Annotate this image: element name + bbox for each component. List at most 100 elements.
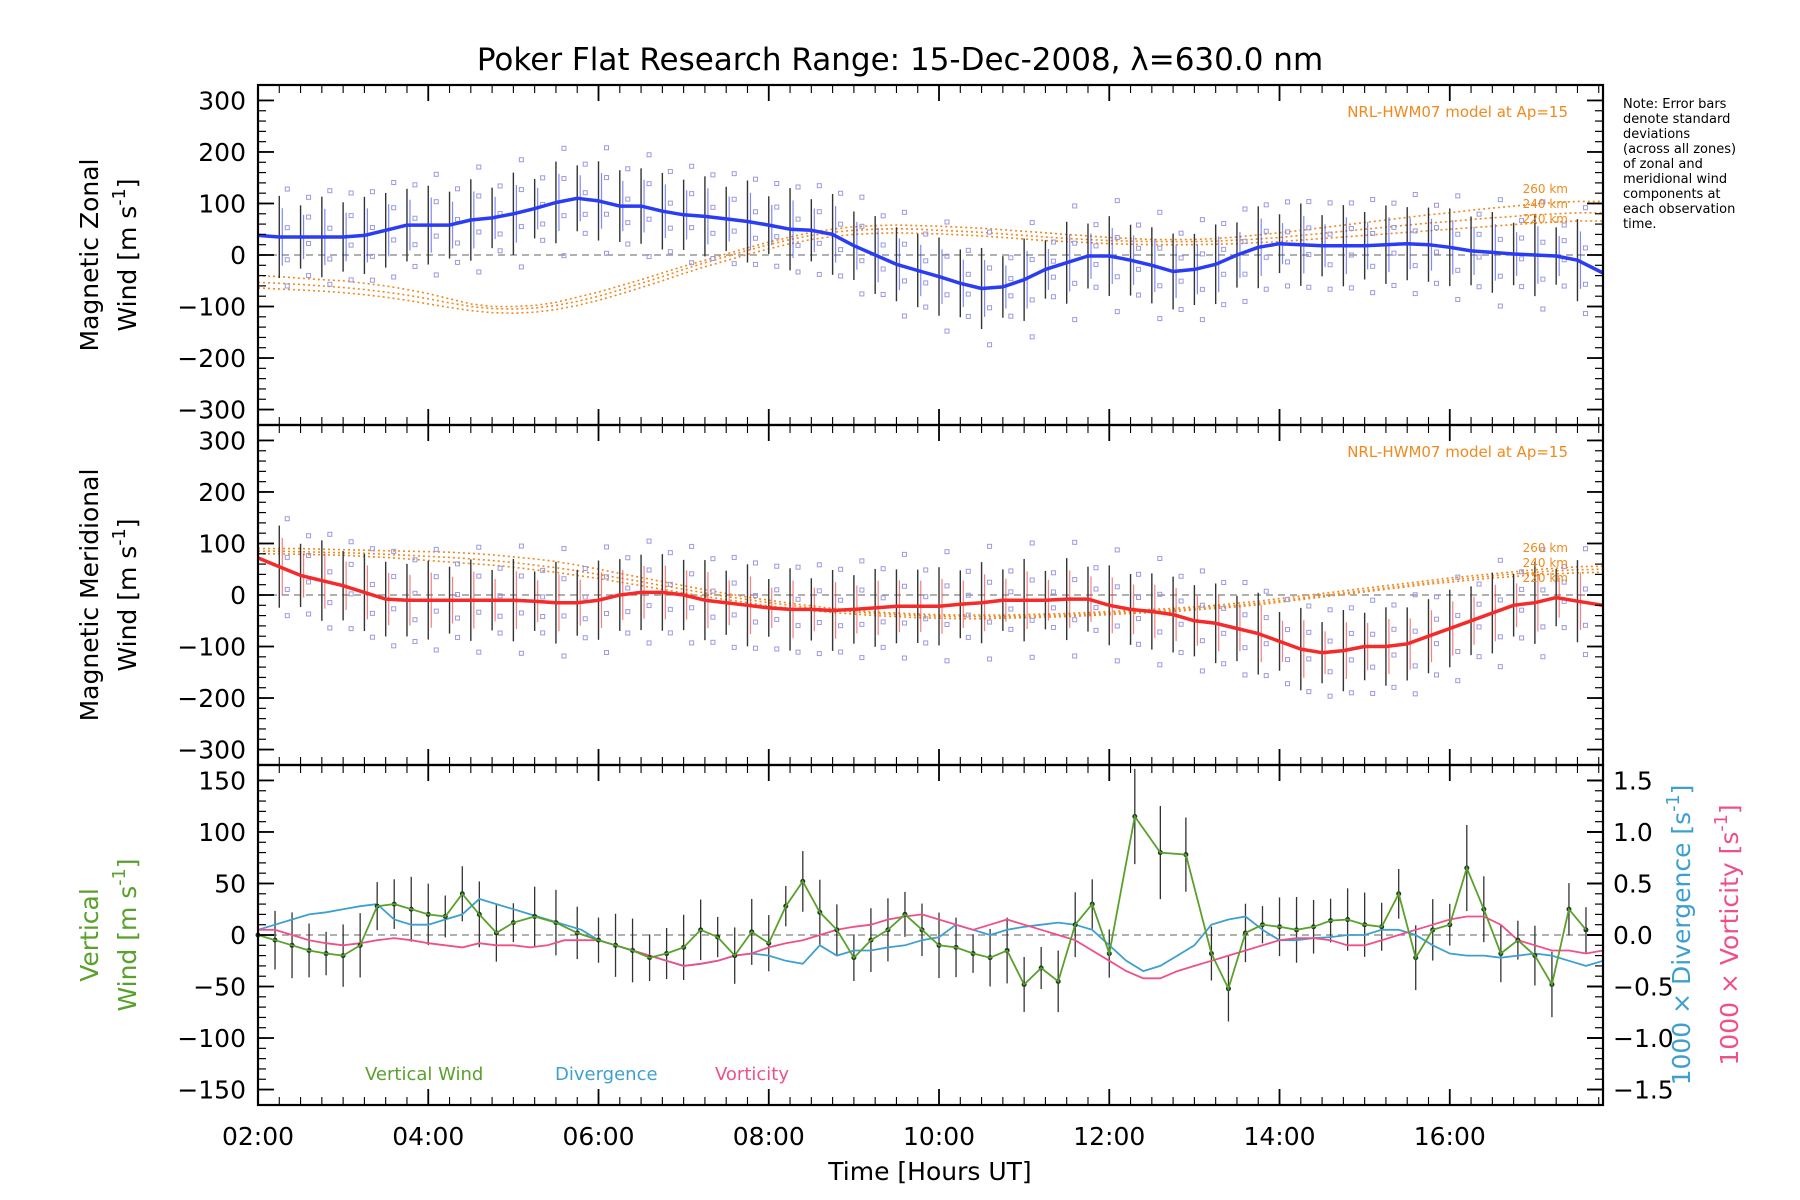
scatter-glyph: [944, 219, 950, 225]
scatter-glyph: [646, 538, 652, 544]
y-axis-label: Vertical: [75, 888, 104, 982]
scatter-glyph: [1029, 297, 1035, 303]
scatter-glyph: [710, 588, 716, 594]
scatter-glyph: [348, 539, 354, 545]
scatter-glyph: [284, 283, 290, 289]
scatter-glyph: [1412, 628, 1418, 634]
scatter-glyph: [561, 145, 567, 151]
scatter-glyph: [944, 292, 950, 298]
scatter-glyph: [1306, 252, 1312, 258]
scatter-glyph: [1348, 605, 1354, 611]
scatter-glyph: [1497, 597, 1503, 603]
scatter-glyph: [710, 255, 716, 261]
scatter-glyph: [582, 616, 588, 622]
scatter-glyph: [880, 266, 886, 272]
scatter-glyph: [540, 567, 546, 573]
scatter-glyph: [944, 549, 950, 555]
y-tick-label: −200: [177, 344, 246, 373]
scatter-glyph: [1433, 225, 1439, 231]
scatter-glyph: [1157, 662, 1163, 668]
scatter-glyph: [540, 614, 546, 620]
scatter-glyph: [646, 152, 652, 158]
scatter-glyph: [284, 257, 290, 263]
scatter-glyph: [1433, 672, 1439, 678]
scatter-glyph: [327, 625, 333, 631]
scatter-glyph: [561, 653, 567, 659]
scatter-glyph: [1263, 286, 1269, 292]
x-tick-label: 08:00: [733, 1122, 805, 1151]
scatter-glyph: [369, 634, 375, 640]
scatter-glyph: [689, 225, 695, 231]
scatter-glyph: [880, 619, 886, 625]
scatter-glyph: [476, 544, 482, 550]
scatter-glyph: [540, 175, 546, 181]
scatter-glyph: [1519, 217, 1525, 223]
scatter-glyph: [1582, 205, 1588, 211]
scatter-glyph: [497, 630, 503, 636]
y-tick-label: −100: [177, 1024, 246, 1053]
scatter-glyph: [923, 567, 929, 573]
scatter-glyph: [1285, 627, 1291, 633]
scatter-glyph: [497, 593, 503, 599]
model-height-label: 240 km: [1523, 197, 1568, 211]
scatter-glyph: [348, 561, 354, 567]
scatter-glyph: [412, 617, 418, 623]
scatter-glyph: [1370, 290, 1376, 296]
legend-entry: Vorticity: [715, 1064, 789, 1085]
scatter-glyph: [1242, 672, 1248, 678]
scatter-glyph: [689, 543, 695, 549]
y-tick-label: −300: [177, 736, 246, 765]
scatter-glyph: [987, 342, 993, 348]
vorticity-line: [258, 913, 1604, 980]
scatter-glyph: [1497, 236, 1503, 242]
scatter-glyph: [689, 605, 695, 611]
scatter-glyph: [859, 587, 865, 593]
x-axis-label: Time [Hours UT]: [827, 1157, 1031, 1186]
scatter-glyph: [1391, 200, 1397, 206]
model-height-label: 260 km: [1523, 182, 1568, 196]
scatter-glyph: [880, 595, 886, 601]
scatter-glyph: [306, 240, 312, 246]
scatter-glyph: [306, 214, 312, 220]
scatter-glyph: [604, 610, 610, 616]
scatter-glyph: [1050, 570, 1056, 576]
scatter-glyph: [1433, 202, 1439, 208]
x-tick-label: 16:00: [1414, 1122, 1486, 1151]
scatter-glyph: [731, 554, 737, 560]
scatter-glyph: [1263, 228, 1269, 234]
scatter-glyph: [1497, 634, 1503, 640]
scatter-glyph: [1072, 317, 1078, 323]
scatter-glyph: [1476, 231, 1482, 237]
scatter-glyph: [795, 184, 801, 190]
vertical-wind-line: [257, 814, 1587, 992]
scatter-glyph: [1306, 603, 1312, 609]
scatter-glyph: [731, 580, 737, 586]
scatter-glyph: [1136, 594, 1142, 600]
scatter-glyph: [284, 516, 290, 522]
scatter-glyph: [1157, 591, 1163, 597]
scatter-glyph: [1348, 690, 1354, 696]
scatter-glyph: [859, 194, 865, 200]
scatter-glyph: [1455, 267, 1461, 273]
scatter-glyph: [306, 533, 312, 539]
scatter-glyph: [646, 603, 652, 609]
scatter-glyph: [1497, 303, 1503, 309]
scatter-glyph: [1199, 668, 1205, 674]
scatter-glyph: [518, 187, 524, 193]
scatter-glyph: [1242, 579, 1248, 585]
scatter-glyph: [369, 546, 375, 552]
x-tick-label: 12:00: [1073, 1122, 1145, 1151]
scatter-glyph: [1008, 626, 1014, 632]
scatter-glyph: [327, 225, 333, 231]
scatter-glyph: [795, 216, 801, 222]
scatter-glyph: [1008, 568, 1014, 574]
scatter-glyph: [752, 560, 758, 566]
scatter-glyph: [1242, 238, 1248, 244]
scatter-glyph: [1540, 199, 1546, 205]
scatter-glyph: [1093, 222, 1099, 228]
scatter-glyph: [689, 191, 695, 197]
scatter-glyph: [1561, 564, 1567, 570]
scatter-glyph: [1263, 673, 1269, 679]
scatter-glyph: [689, 260, 695, 266]
model-height-label: 260 km: [1523, 541, 1568, 555]
